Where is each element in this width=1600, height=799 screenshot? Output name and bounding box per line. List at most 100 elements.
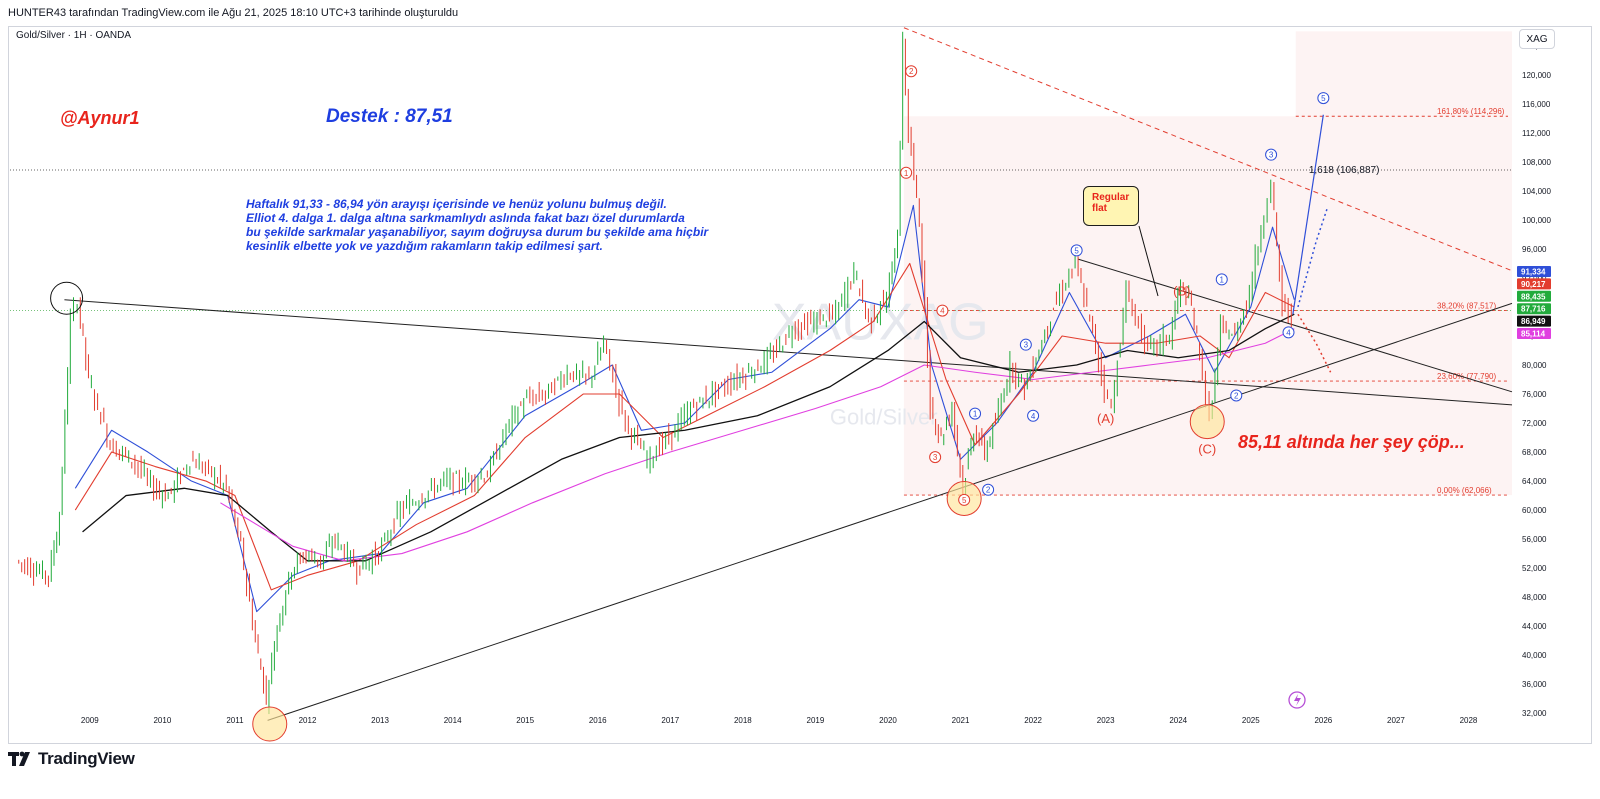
x-tick-label: 2024 xyxy=(1169,716,1187,725)
y-tick-label: 100,000 xyxy=(1522,216,1551,225)
wave-marker-label: 1 xyxy=(973,410,978,419)
wave-marker xyxy=(1070,244,1083,257)
x-tick-label: 2010 xyxy=(153,716,171,725)
price-tag: 88,435 xyxy=(1517,290,1551,302)
price-tag: 86,949 xyxy=(1517,315,1551,327)
wave-marker xyxy=(1230,389,1243,402)
wave-marker-label: 4 xyxy=(1031,412,1036,421)
x-tick-label: 2027 xyxy=(1387,716,1405,725)
y-tick-label: 108,000 xyxy=(1522,158,1551,167)
abc-wave-label: (B) xyxy=(1173,283,1190,298)
top-bar: HUNTER43 tarafından TradingView.com ile … xyxy=(0,0,1600,26)
price-tag: 91,334 xyxy=(1517,266,1551,277)
symbol-label[interactable]: Gold/Silver · 1H · OANDA xyxy=(16,30,132,41)
price-tag: 85,114 xyxy=(1517,328,1551,339)
y-tick-label: 56,000 xyxy=(1522,535,1547,544)
fib-level-label: 161,80% (114,296) xyxy=(1437,107,1505,116)
wave-marker-label: 3 xyxy=(1024,341,1029,350)
projection-line xyxy=(1292,114,1324,315)
y-tick-label: 44,000 xyxy=(1522,622,1547,631)
x-tick-label: 2012 xyxy=(299,716,317,725)
fib-level-label: 0,00% (62,066) xyxy=(1437,486,1492,495)
x-tick-label: 2009 xyxy=(81,716,99,725)
wave-marker-label: 4 xyxy=(1286,328,1291,337)
wave-marker xyxy=(936,304,949,317)
y-tick-label: 104,000 xyxy=(1522,187,1551,196)
analysis-note: Haftalık 91,33 - 86,94 yön arayışı içeri… xyxy=(246,197,806,253)
lightning-icon xyxy=(1294,694,1301,706)
y-tick-label: 52,000 xyxy=(1522,564,1547,573)
moving-average-line xyxy=(74,204,1295,613)
x-tick-label: 2018 xyxy=(734,716,752,725)
x-tick-label: 2016 xyxy=(589,716,607,725)
wave-marker xyxy=(929,451,942,464)
tradingview-icon xyxy=(8,751,30,766)
wave-marker xyxy=(1027,409,1040,422)
price-tag-value: 87,716 xyxy=(1521,305,1546,314)
price-tag-value: 88,435 xyxy=(1521,292,1546,301)
highlight-circle xyxy=(252,706,288,742)
x-tick-label: 2017 xyxy=(661,716,679,725)
price-tag: 90,217 xyxy=(1517,278,1551,290)
wave-marker xyxy=(1265,148,1278,161)
wave-marker-label: 1 xyxy=(904,169,909,178)
highlight-circle xyxy=(1189,404,1225,440)
price-tag-value: 91,334 xyxy=(1521,268,1546,277)
wave-marker xyxy=(1282,326,1295,339)
wave-marker-label: 2 xyxy=(909,67,914,76)
price-tag-value: 86,949 xyxy=(1521,317,1546,326)
x-tick-label: 2015 xyxy=(516,716,534,725)
author-tag: @Aynur1 xyxy=(60,108,140,128)
support-label: Destek : 87,51 xyxy=(326,106,453,127)
price-tag-bg xyxy=(1517,290,1551,302)
dotted-projection xyxy=(1297,208,1328,308)
wave-marker xyxy=(982,483,995,496)
y-tick-label: 112,000 xyxy=(1522,129,1551,138)
x-tick-label: 2019 xyxy=(807,716,825,725)
wave-marker-label: 5 xyxy=(1074,246,1079,255)
x-tick-label: 2014 xyxy=(444,716,462,725)
wave-marker-label: 3 xyxy=(1269,151,1274,160)
analysis-line: Elliot 4. dalga 1. dalga altına sarkmaml… xyxy=(246,211,685,225)
wave-marker xyxy=(900,166,913,179)
brand-name: TradingView xyxy=(38,749,135,768)
x-tick-label: 2026 xyxy=(1314,716,1332,725)
chart-credit: HUNTER43 tarafından TradingView.com ile … xyxy=(8,7,459,19)
trendline xyxy=(1077,258,1513,393)
y-tick-label: 76,000 xyxy=(1522,390,1547,399)
wave-marker xyxy=(1019,338,1032,351)
y-tick-label: 96,000 xyxy=(1522,245,1547,254)
y-tick-label: 68,000 xyxy=(1522,448,1547,457)
x-tick-label: 2028 xyxy=(1460,716,1478,725)
extension-label: 1,618 (106,887) xyxy=(1309,165,1380,176)
x-tick-label: 2022 xyxy=(1024,716,1042,725)
y-tick-label: 120,000 xyxy=(1522,71,1551,80)
trendline xyxy=(267,302,1513,721)
currency-button[interactable]: XAG xyxy=(1519,29,1555,49)
chart-frame[interactable] xyxy=(8,26,1592,744)
y-tick-label: 80,000 xyxy=(1522,361,1547,370)
analysis-line: bu şekilde sarkmalar yaşanabiliyor, sayı… xyxy=(246,225,709,239)
price-tag-bg xyxy=(1517,328,1551,339)
callout-pointer xyxy=(1138,225,1159,297)
wave-marker xyxy=(1317,92,1330,105)
y-tick-label: 72,000 xyxy=(1522,419,1547,428)
price-tag-bg xyxy=(1517,266,1551,277)
price-tag: 87,716 xyxy=(1517,303,1551,315)
callout-line: flat xyxy=(1092,203,1107,214)
wave-marker-label: 2 xyxy=(1234,391,1239,400)
regular-flat-callout[interactable]: Regular flat xyxy=(1083,186,1139,226)
fib-level-label: 38,20% (87,517) xyxy=(1437,301,1496,310)
price-tag-bg xyxy=(1517,278,1551,290)
watermark-name: Gold/Silver xyxy=(830,404,938,429)
wave-marker-label: 2 xyxy=(986,486,991,495)
price-tag-bg xyxy=(1517,303,1551,315)
y-tick-label: 48,000 xyxy=(1522,593,1547,602)
trendline xyxy=(903,27,1513,272)
y-tick-label: 40,000 xyxy=(1522,651,1547,660)
analysis-line: kesinlik elbette yok ve yazdığım rakamla… xyxy=(246,239,603,253)
trendline xyxy=(64,299,1513,406)
x-tick-label: 2020 xyxy=(879,716,897,725)
price-tag-value: 90,217 xyxy=(1521,280,1546,289)
